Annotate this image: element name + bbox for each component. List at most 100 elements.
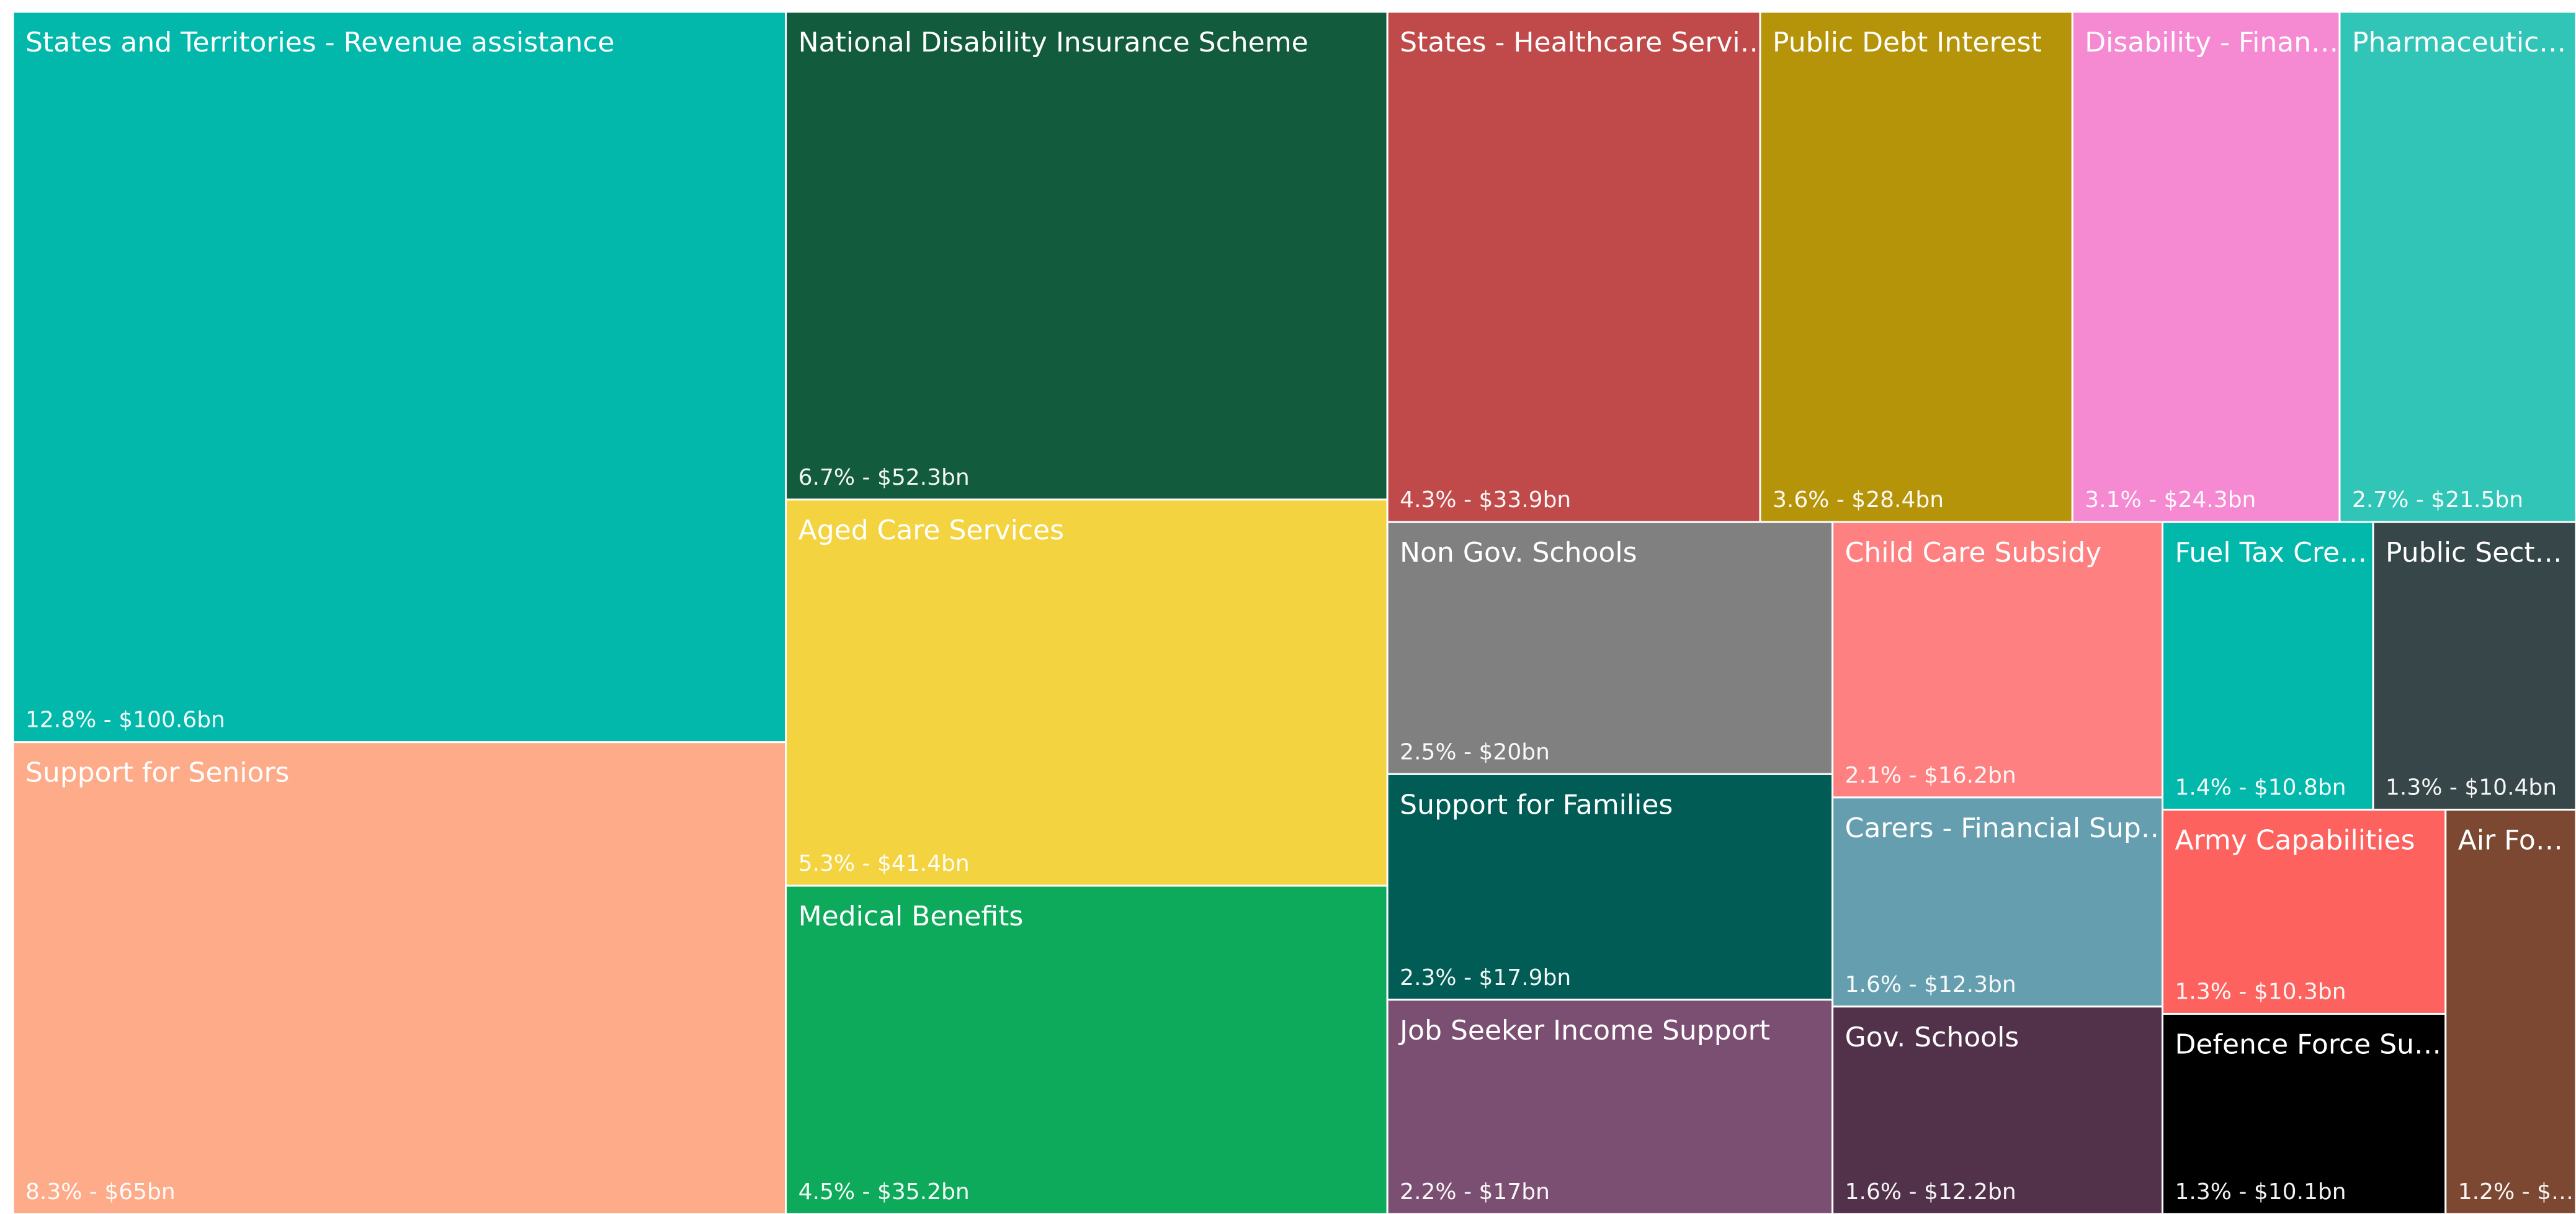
tile-name: States - Healthcare Servi… (1400, 27, 1767, 58)
tile-value-label: 2.2% - $17bn (1400, 1179, 1550, 1205)
tile-text: Child Care Subsidy 2.1% - $16.2bn (1845, 537, 2102, 788)
tile-rect (1831, 1005, 2164, 1214)
tile-rect (2372, 521, 2576, 811)
tile: Defence Force Su… 1.3% - $10.1bn (2162, 1012, 2447, 1214)
tile-text: Support for Seniors 8.3% - $65bn (25, 757, 289, 1205)
tile-name: Child Care Subsidy (1845, 537, 2102, 569)
tile-value-label: 12.8% - $100.6bn (25, 708, 225, 733)
tile-text: States and Territories - Revenue assista… (25, 27, 615, 733)
tile-name: Air Fo… (2458, 825, 2563, 857)
tile: Public Debt Interest 3.6% - $28.4bn (1759, 11, 2073, 523)
tile-rect (785, 884, 1389, 1214)
tile-name: National Disability Insurance Scheme (798, 27, 1308, 58)
tile-text: Public Debt Interest 3.6% - $28.4bn (1773, 27, 2042, 513)
tile-text: Support for Families 2.3% - $17.9bn (1400, 789, 1673, 991)
tile-text: Fuel Tax Cre… 1.4% - $10.8bn (2175, 537, 2368, 800)
tile-value-label: 1.4% - $10.8bn (2175, 775, 2346, 801)
tile-rect (2162, 809, 2447, 1015)
tile-text: Medical Benefits 4.5% - $35.2bn (798, 901, 1024, 1205)
tile-name: Medical Benefits (798, 901, 1024, 932)
tile-value-label: 1.3% - $10.1bn (2175, 1179, 2346, 1205)
tile-value-label: 2.5% - $20bn (1400, 739, 1550, 765)
tile-name: Job Seeker Income Support (1398, 1015, 1770, 1046)
tile-text: Pharmaceutic… 2.7% - $21.5bn (2352, 27, 2566, 513)
tile-name: Public Debt Interest (1773, 27, 2042, 58)
tile-text: Disability - Finan… 3.1% - $24.3bn (2085, 27, 2338, 513)
tile-text: States - Healthcare Servi… 4.3% - $33.9bn (1400, 27, 1767, 513)
tile-rect (12, 741, 787, 1214)
tile: Pharmaceutic… 2.7% - $21.5bn (2338, 11, 2576, 523)
tile-value-label: 5.3% - $41.4bn (798, 851, 970, 876)
tile: National Disability Insurance Scheme 6.7%… (785, 11, 1389, 501)
tile-value-label: 1.6% - $12.2bn (1845, 1179, 2016, 1205)
tile-name: Public Sect… (2386, 537, 2562, 569)
tile-name: Support for Families (1400, 789, 1673, 821)
tile-name: Defence Force Su… (2175, 1028, 2442, 1060)
tile: Army Capabilities 1.3% - $10.3bn (2162, 809, 2447, 1015)
tile-name: States and Territories - Revenue assista… (25, 27, 615, 58)
tile-text: Job Seeker Income Support 2.2% - $17bn (1398, 1015, 1770, 1205)
tile-text: Army Capabilities 1.3% - $10.3bn (2175, 825, 2415, 1005)
tile-text: National Disability Insurance Scheme 6.7%… (798, 27, 1308, 490)
tile: Support for Families 2.3% - $17.9bn (1386, 773, 1834, 1001)
tile-value-label: 3.6% - $28.4bn (1773, 487, 1944, 513)
tile-value-label: 1.3% - $10.4bn (2386, 775, 2557, 801)
tile: States - Healthcare Servi… 4.3% - $33.9bn (1386, 11, 1767, 523)
tile-rect (1831, 796, 2164, 1008)
tile-name: Army Capabilities (2175, 825, 2415, 857)
tile-text: Aged Care Services 5.3% - $41.4bn (798, 515, 1064, 876)
tile-rect (2444, 809, 2576, 1214)
tile-name: Aged Care Services (798, 515, 1064, 546)
tile-name: Support for Seniors (25, 757, 289, 789)
tile-text: Air Fo… 1.2% - $… (2458, 825, 2574, 1205)
tile: Aged Care Services 5.3% - $41.4bn (785, 498, 1389, 887)
tile-value-label: 8.3% - $65bn (25, 1179, 176, 1205)
tile-name: Disability - Finan… (2085, 27, 2338, 58)
tile-name: Carers - Financial Sup… (1845, 812, 2168, 844)
tile-text: Public Sect… 1.3% - $10.4bn (2386, 537, 2562, 800)
tile-rect (2071, 11, 2341, 523)
tile-value-label: 1.2% - $… (2458, 1179, 2574, 1205)
tile: Child Care Subsidy 2.1% - $16.2bn (1831, 521, 2164, 799)
tile: Fuel Tax Cre… 1.4% - $10.8bn (2162, 521, 2374, 811)
tile-name: Fuel Tax Cre… (2175, 537, 2368, 569)
tile: Job Seeker Income Support 2.2% - $17bn (1386, 999, 1834, 1214)
tile: Carers - Financial Sup… 1.6% - $12.3bn (1831, 796, 2168, 1008)
tile-value-label: 4.3% - $33.9bn (1400, 487, 1571, 513)
tile: Support for Seniors 8.3% - $65bn (12, 741, 787, 1214)
tile-name: Gov. Schools (1845, 1022, 2019, 1053)
tile: Disability - Finan… 3.1% - $24.3bn (2071, 11, 2341, 523)
tile-rect (12, 11, 787, 744)
tile-text: Carers - Financial Sup… 1.6% - $12.3bn (1845, 812, 2168, 997)
tile: Public Sect… 1.3% - $10.4bn (2372, 521, 2576, 811)
tile-value-label: 2.1% - $16.2bn (1845, 763, 2016, 788)
tile: Air Fo… 1.2% - $… (2444, 809, 2576, 1214)
tile-value-label: 6.7% - $52.3bn (798, 465, 970, 490)
tile-name: Non Gov. Schools (1400, 537, 1637, 569)
tile-rect (1831, 521, 2164, 799)
tile-value-label: 1.6% - $12.3bn (1845, 972, 2016, 997)
tile-rect (2162, 1012, 2447, 1214)
tile: Gov. Schools 1.6% - $12.2bn (1831, 1005, 2164, 1214)
tile-rect (2338, 11, 2576, 523)
tile-rect (1386, 11, 1761, 523)
tile-name: Pharmaceutic… (2352, 27, 2566, 58)
tile-text: Gov. Schools 1.6% - $12.2bn (1845, 1022, 2019, 1205)
tile-rect (785, 498, 1389, 887)
tile-rect (785, 11, 1389, 501)
tile-rect (1759, 11, 2073, 523)
tile-rect (1386, 999, 1834, 1214)
tile-text: Defence Force Su… 1.3% - $10.1bn (2175, 1028, 2442, 1205)
tile: Medical Benefits 4.5% - $35.2bn (785, 884, 1389, 1214)
tile-rect (1386, 773, 1834, 1001)
tile: Non Gov. Schools 2.5% - $20bn (1386, 521, 1834, 775)
tile-rect (1386, 521, 1834, 775)
tile-value-label: 3.1% - $24.3bn (2085, 487, 2256, 513)
tile-value-label: 4.5% - $35.2bn (798, 1179, 970, 1205)
tile-value-label: 2.7% - $21.5bn (2352, 487, 2523, 513)
tile-value-label: 1.3% - $10.3bn (2175, 979, 2346, 1004)
tile: States and Territories - Revenue assista… (12, 11, 787, 744)
tile-value-label: 2.3% - $17.9bn (1400, 965, 1571, 991)
